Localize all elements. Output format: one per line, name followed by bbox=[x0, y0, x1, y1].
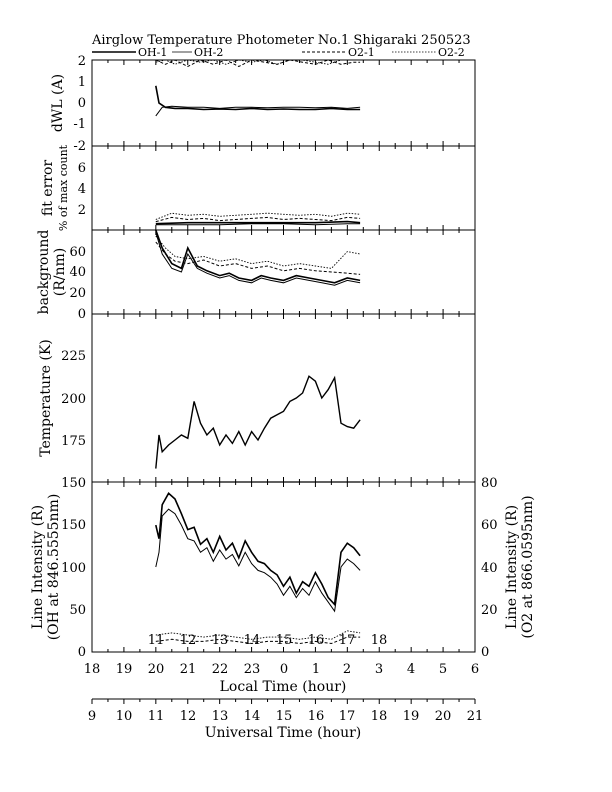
lt-tick-21: 21 bbox=[180, 662, 197, 677]
bg-series-oh-1 bbox=[155, 229, 361, 284]
bg-ytick-0: 0 bbox=[78, 307, 86, 322]
int-rytick-0: 0 bbox=[481, 645, 489, 660]
ut-inner-tick-17: 17 bbox=[339, 633, 356, 648]
fit-ytick-4: 4 bbox=[78, 182, 86, 197]
int-series-o2-2 bbox=[155, 630, 361, 640]
panel-fit-frame bbox=[91, 145, 476, 231]
legend-oh2-label: OH-2 bbox=[194, 46, 223, 59]
panel-dwl-frame bbox=[91, 59, 476, 147]
dwl-ytick-1: 1 bbox=[78, 75, 86, 90]
temp-ytick-175: 175 bbox=[61, 434, 86, 449]
panel-int-frame bbox=[91, 481, 476, 653]
data-series bbox=[155, 59, 361, 645]
lt-axis-label: Local Time (hour) bbox=[220, 679, 347, 695]
temp-ytick-200: 200 bbox=[61, 392, 86, 407]
ut-tick-20: 20 bbox=[435, 709, 452, 724]
dwl-ytick-2: 2 bbox=[78, 54, 86, 69]
ut-tick-13: 13 bbox=[212, 709, 229, 724]
ut-tick-9: 9 bbox=[88, 709, 96, 724]
fit-ylabel-2: % of max count bbox=[57, 144, 70, 231]
dwl-ytick-m2: -2 bbox=[73, 139, 86, 154]
chart-title: Airglow Temperature Photometer No.1 Shig… bbox=[91, 33, 471, 48]
ut-inner-tick-13: 13 bbox=[212, 633, 229, 648]
int-rytick-80: 80 bbox=[481, 476, 498, 491]
legend-o22-label: O2-2 bbox=[438, 46, 465, 59]
lt-tick-3: 3 bbox=[375, 662, 383, 677]
dwl-series-oh-1 bbox=[155, 85, 361, 111]
int-ytick-100: 100 bbox=[61, 561, 86, 576]
legend: OH-1 OH-2 O2-1 O2-2 bbox=[92, 46, 465, 59]
ut-inner-tick-15: 15 bbox=[276, 633, 293, 648]
ut-inner-tick-14: 14 bbox=[244, 633, 261, 648]
bg-ylabel-2: (R/nm) bbox=[52, 248, 68, 296]
ut-tick-17: 17 bbox=[339, 709, 356, 724]
dwl-ytick-m1: -1 bbox=[73, 117, 86, 132]
lt-tick-20: 20 bbox=[148, 662, 165, 677]
ut-tick-21: 21 bbox=[467, 709, 484, 724]
temp-ytick-225: 225 bbox=[61, 349, 86, 364]
int-rlabel-2: (O2 at 866.0595nm) bbox=[520, 495, 536, 638]
ut-inner-tick-12: 12 bbox=[180, 633, 197, 648]
int-ytick-0: 0 bbox=[78, 645, 86, 660]
int-ylabel-1: Line Intensity (R) bbox=[30, 505, 46, 629]
int-series-oh-1 bbox=[155, 492, 361, 607]
legend-o21-label: O2-1 bbox=[348, 46, 375, 59]
temp-ytick-150: 150 bbox=[61, 476, 86, 491]
ut-tick-11: 11 bbox=[148, 709, 165, 724]
temp-ylabel: Temperature (K) bbox=[38, 339, 54, 457]
temp-series-oh bbox=[155, 375, 361, 469]
lt-tick-5: 5 bbox=[439, 662, 447, 677]
ut-axis-label: Universal Time (hour) bbox=[205, 725, 362, 741]
lt-tick-6: 6 bbox=[471, 662, 479, 677]
ut-tick-14: 14 bbox=[244, 709, 261, 724]
lt-tick-23: 23 bbox=[244, 662, 261, 677]
int-ytick-50: 50 bbox=[69, 603, 86, 618]
dwl-ylabel: dWL (A) bbox=[50, 74, 66, 132]
dwl-ytick-0: 0 bbox=[78, 96, 86, 111]
fit-ytick-6: 6 bbox=[78, 161, 86, 176]
bg-ytick-20: 20 bbox=[69, 286, 86, 301]
ut-inner-tick-16: 16 bbox=[308, 633, 325, 648]
int-rytick-20: 20 bbox=[481, 603, 498, 618]
fit-series-oh-1 bbox=[155, 220, 361, 225]
dwl-series-o2-2 bbox=[155, 59, 361, 65]
ut-tick-12: 12 bbox=[180, 709, 197, 724]
int-rlabel-1: Line Intensity (R) bbox=[504, 505, 520, 629]
lt-tick-4: 4 bbox=[407, 662, 415, 677]
fit-series-oh-2 bbox=[155, 223, 361, 226]
lt-tick-22: 22 bbox=[212, 662, 229, 677]
ut-inner-tick-11: 11 bbox=[148, 633, 165, 648]
int-ytick-150: 150 bbox=[61, 518, 86, 533]
lt-tick-1: 1 bbox=[312, 662, 320, 677]
int-series-oh-2 bbox=[155, 508, 361, 613]
ut-inner-tick-18: 18 bbox=[371, 633, 388, 648]
lt-tick-18: 18 bbox=[84, 662, 101, 677]
ut-tick-10: 10 bbox=[116, 709, 133, 724]
bg-ylabel-1: background bbox=[36, 230, 52, 315]
int-ylabel-2: (OH at 846.5555nm) bbox=[46, 494, 62, 641]
lt-tick-0: 0 bbox=[280, 662, 288, 677]
bg-series-o2-1 bbox=[155, 241, 361, 275]
fit-series-o2-2 bbox=[155, 212, 361, 220]
fit-ylabel-1: fit error bbox=[40, 160, 56, 217]
lt-tick-19: 19 bbox=[116, 662, 133, 677]
bg-ytick-40: 40 bbox=[69, 265, 86, 280]
panel-bg-frame bbox=[91, 229, 476, 315]
legend-oh1-label: OH-1 bbox=[138, 46, 167, 59]
ut-tick-16: 16 bbox=[308, 709, 325, 724]
panel-temp-frame bbox=[91, 313, 476, 483]
int-rytick-60: 60 bbox=[481, 518, 498, 533]
bg-series-oh-2 bbox=[155, 232, 361, 286]
int-rytick-40: 40 bbox=[481, 561, 498, 576]
fit-ytick-2: 2 bbox=[78, 203, 86, 218]
lt-tick-2: 2 bbox=[343, 662, 351, 677]
ut-tick-18: 18 bbox=[371, 709, 388, 724]
ut-tick-15: 15 bbox=[276, 709, 293, 724]
fit-series-o2-1 bbox=[155, 216, 361, 223]
axis-ticks bbox=[91, 60, 476, 704]
bg-ytick-60: 60 bbox=[69, 245, 86, 260]
dwl-series-oh-2 bbox=[155, 105, 361, 117]
ut-tick-19: 19 bbox=[403, 709, 420, 724]
